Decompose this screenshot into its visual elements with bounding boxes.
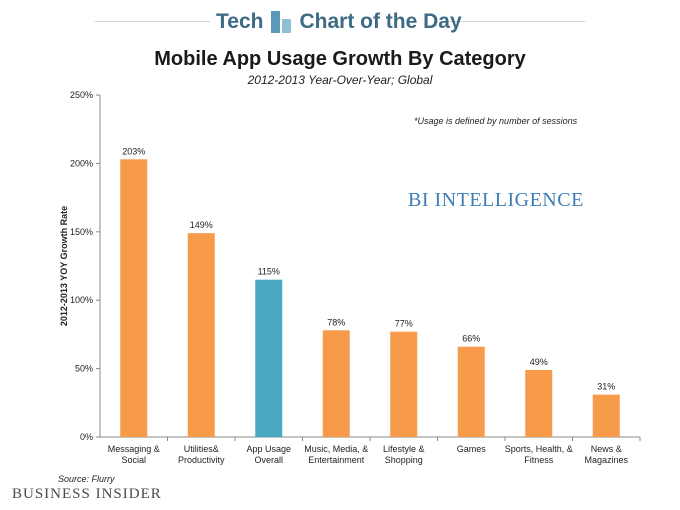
- y-tick-label: 100%: [70, 295, 93, 305]
- category-label: Social: [121, 455, 146, 465]
- bar: [322, 330, 350, 437]
- bi-intelligence-watermark: BI INTELLIGENCE: [408, 189, 584, 211]
- category-label: Productivity: [178, 455, 225, 465]
- business-insider-logo: BUSINESS INSIDER: [12, 486, 162, 502]
- category-label: Overall: [254, 455, 283, 465]
- bar-value-label: 31%: [597, 382, 615, 392]
- category-label: Sports, Health, &: [505, 444, 573, 454]
- category-label: Utilities&: [184, 444, 219, 454]
- section-label: Tech: [216, 10, 264, 33]
- y-tick-label: 250%: [70, 90, 93, 100]
- bar-value-label: 203%: [122, 146, 145, 156]
- chart-source: Source: Flurry: [58, 474, 115, 484]
- category-label: Games: [457, 444, 487, 454]
- chart-title: Mobile App Usage Growth By Category: [154, 48, 526, 70]
- chart-header: Tech Chart of the Day: [0, 0, 680, 44]
- bar-value-label: 149%: [190, 220, 213, 230]
- bar: [120, 159, 148, 437]
- bar-value-label: 78%: [327, 317, 345, 327]
- bar: [457, 346, 485, 437]
- chart-note: *Usage is defined by number of sessions: [414, 116, 578, 126]
- chart-of-the-day-icon: [271, 11, 292, 33]
- header-rule-left: [95, 21, 210, 22]
- category-label: Shopping: [385, 455, 423, 465]
- bar: [187, 233, 215, 437]
- y-tick-label: 50%: [75, 364, 93, 374]
- bar-value-label: 115%: [258, 267, 280, 277]
- header-rule-right: [448, 21, 585, 22]
- bar-value-label: 66%: [462, 334, 480, 344]
- bar: [525, 369, 553, 437]
- bar: [255, 279, 283, 437]
- y-tick-label: 150%: [70, 227, 93, 237]
- category-label: News &: [591, 444, 622, 454]
- header-brand: Tech Chart of the Day: [216, 8, 462, 36]
- series-name-label: Chart of the Day: [299, 10, 462, 33]
- bar-value-label: 49%: [530, 357, 548, 367]
- bar: [390, 331, 418, 437]
- y-tick-label: 200%: [70, 158, 93, 168]
- category-label: Fitness: [524, 455, 554, 465]
- bar-value-label: 77%: [395, 319, 413, 329]
- category-label: Messaging &: [108, 444, 160, 454]
- category-label: App Usage: [246, 444, 291, 454]
- category-label: Magazines: [584, 455, 628, 465]
- category-label: Entertainment: [308, 455, 365, 465]
- y-tick-label: 0%: [80, 432, 93, 442]
- y-axis-label: 2012-2013 YOY Growth Rate: [59, 206, 69, 326]
- chart-subtitle: 2012-2013 Year-Over-Year; Global: [247, 73, 433, 87]
- category-label: Lifestyle &: [383, 444, 425, 454]
- category-label: Music, Media, &: [304, 444, 368, 454]
- bar: [592, 394, 620, 437]
